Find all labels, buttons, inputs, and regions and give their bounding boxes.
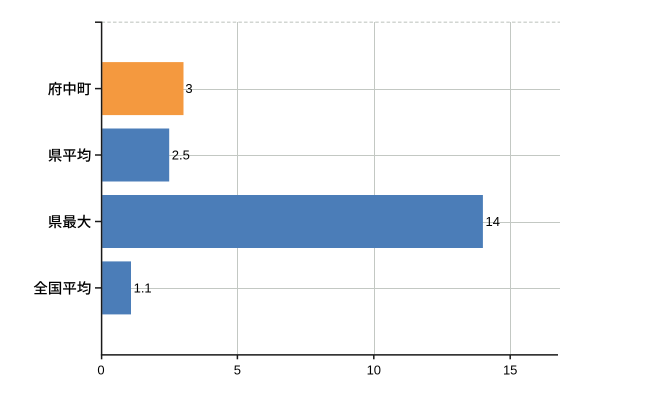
- svg-text:10: 10: [367, 363, 381, 378]
- svg-text:5: 5: [234, 363, 241, 378]
- svg-text:0: 0: [97, 363, 104, 378]
- svg-text:14: 14: [486, 214, 500, 229]
- svg-text:15: 15: [503, 363, 517, 378]
- svg-text:2.5: 2.5: [172, 148, 190, 163]
- svg-text:3: 3: [185, 81, 192, 96]
- svg-text:1.1: 1.1: [134, 281, 152, 296]
